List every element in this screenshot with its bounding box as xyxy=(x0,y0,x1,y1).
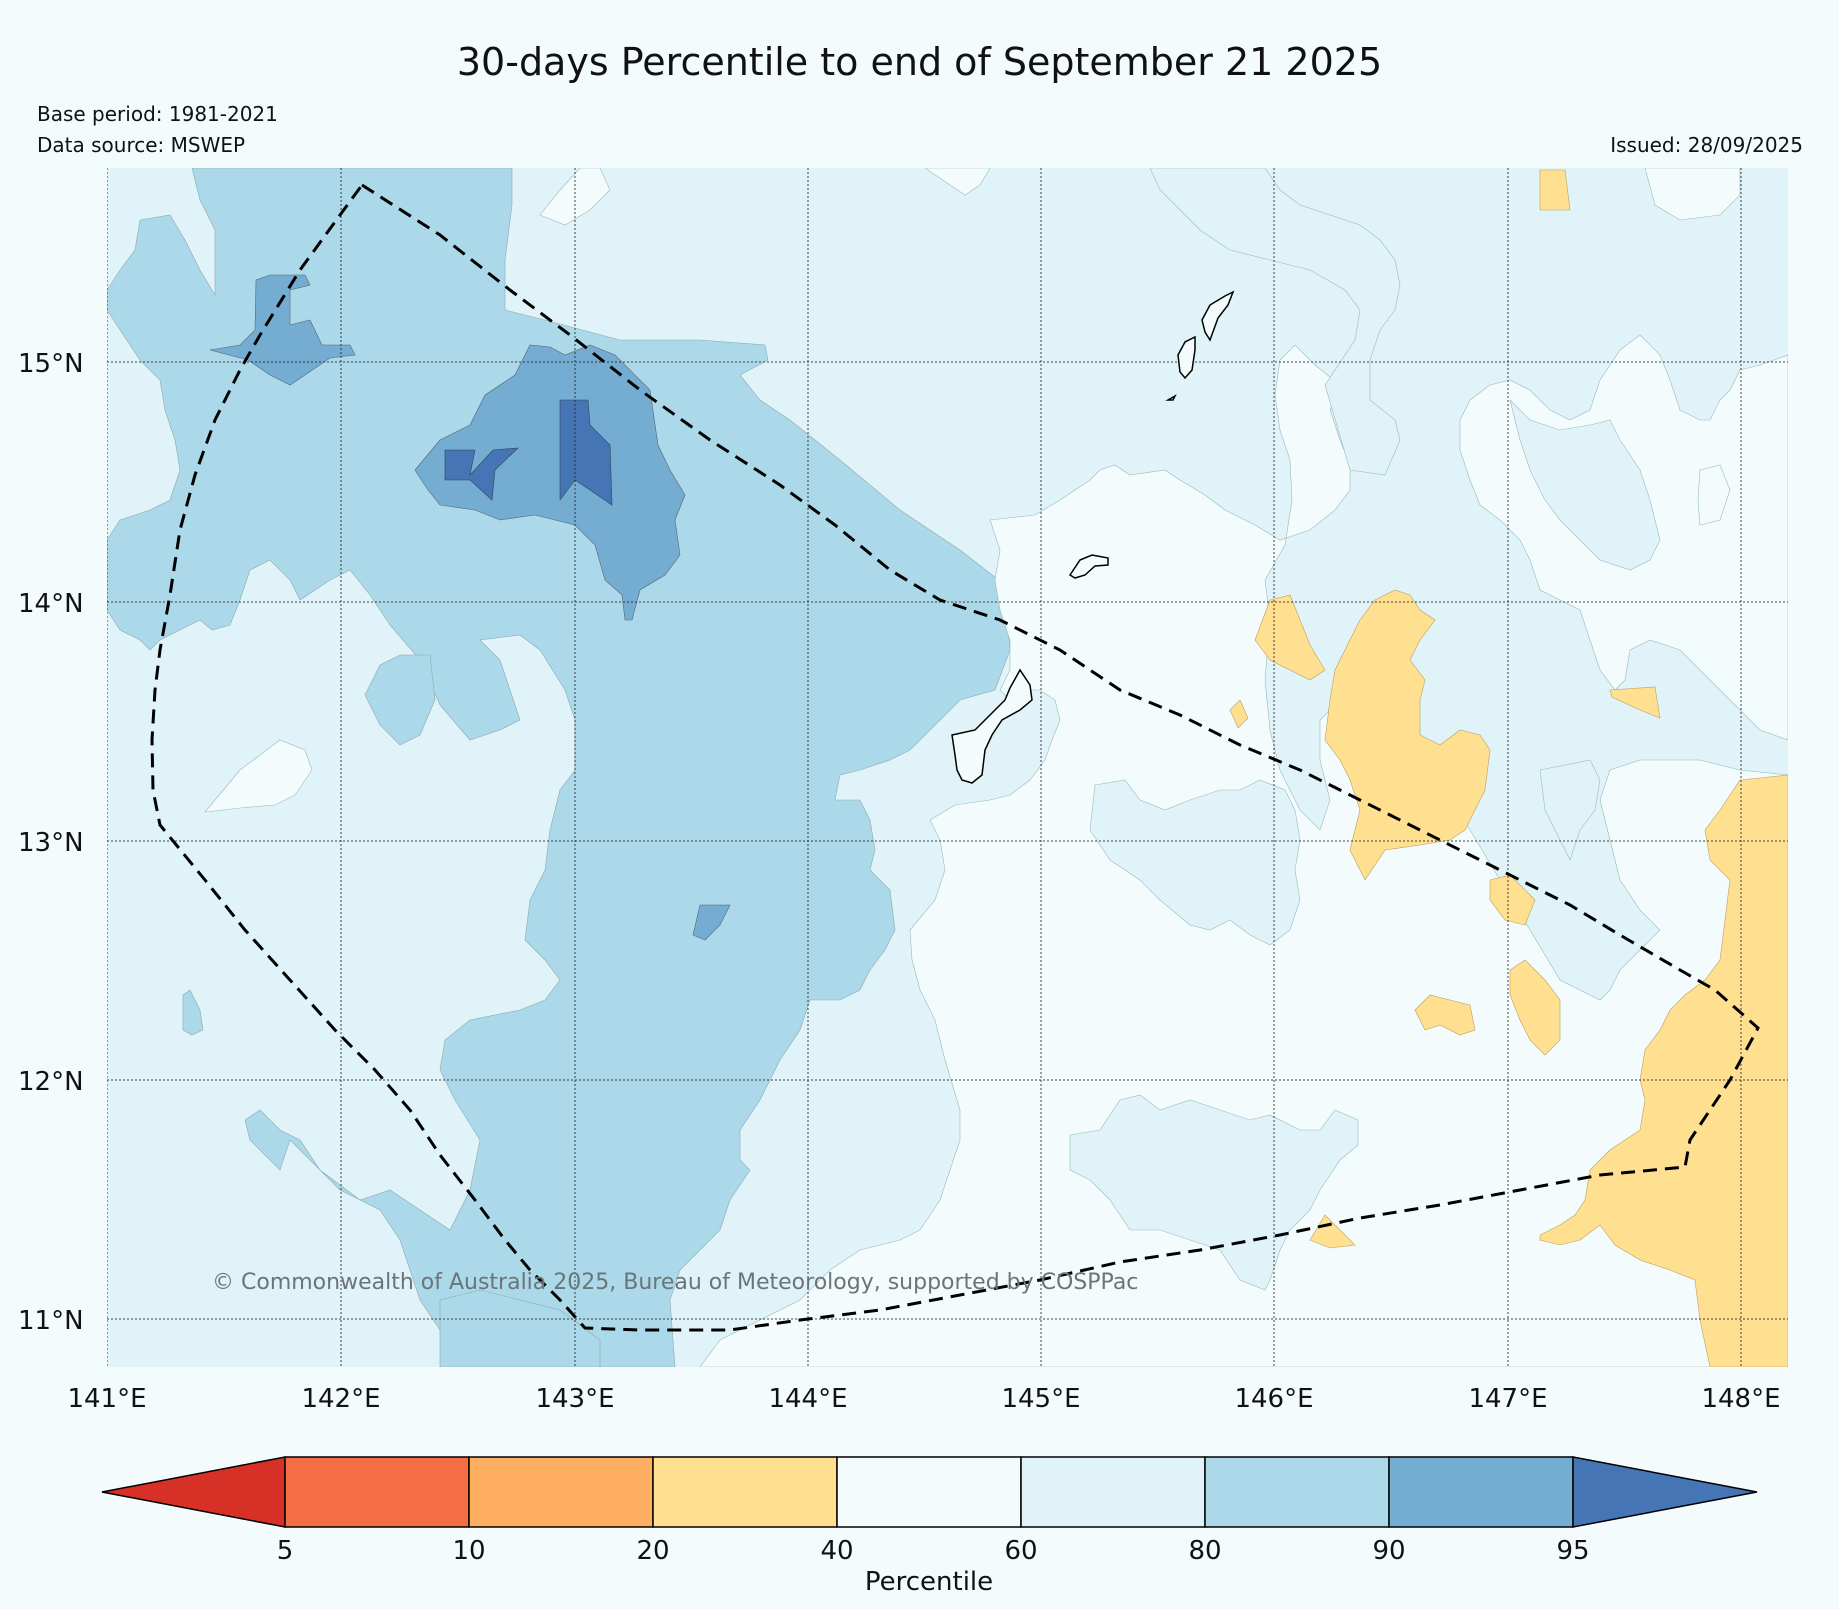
percentile-20-40-patch-nne xyxy=(1539,169,1571,211)
guam-island xyxy=(951,668,1033,784)
percentile-40-60-patch-ne-2 xyxy=(1509,399,1661,571)
colorbar-tick-10: 10 xyxy=(452,1536,485,1566)
lat-label-14n: 14°N xyxy=(18,589,84,619)
map-title: 30-days Percentile to end of September 2… xyxy=(456,40,1383,84)
percentile-80-90-patch-small xyxy=(364,654,436,746)
lat-label-15n: 15°N xyxy=(18,349,84,379)
percentile-20-40-patch-small-5 xyxy=(1309,1214,1356,1249)
lat-label-13n: 13°N xyxy=(18,828,84,858)
copyright-text: © Commonwealth of Australia 2025, Bureau… xyxy=(212,1270,1138,1295)
percentile-80-90-region-south xyxy=(439,1289,601,1367)
lon-label-147e: 147°E xyxy=(1468,1384,1547,1414)
colorbar-bin-5-10 xyxy=(284,1456,470,1528)
lon-label-141e: 141°E xyxy=(67,1384,146,1414)
percentile-20-40-patch-small-3 xyxy=(1414,994,1476,1036)
colorbar-tick-5: 5 xyxy=(277,1536,294,1566)
percentile-60-80-patch-east-upper xyxy=(1149,168,1401,476)
percentile-20-40-region-east xyxy=(1539,774,1788,1367)
colorbar-tick-60: 60 xyxy=(1004,1536,1037,1566)
percentile-60-80-patch-mid xyxy=(1089,779,1301,946)
percentile-20-40-patch-west-mid xyxy=(1254,594,1326,681)
colorbar-bin-20-40 xyxy=(652,1456,838,1528)
percentile-80-90-region-west xyxy=(107,168,1011,1367)
colorbar-bin-90-95 xyxy=(1388,1456,1574,1528)
percentile-map: © Commonwealth of Australia 2025, Bureau… xyxy=(107,168,1788,1367)
colorbar-bin-80-90 xyxy=(1204,1456,1390,1528)
colorbar-tick-40: 40 xyxy=(820,1536,853,1566)
percentile-60-80-patch-east xyxy=(1069,1094,1359,1291)
colorbar-tick-20: 20 xyxy=(636,1536,669,1566)
colorbar-bin-10-20 xyxy=(468,1456,654,1528)
rota-island xyxy=(1068,554,1109,579)
saipan-island xyxy=(1201,290,1235,342)
latitude-labels: 15°N 14°N 13°N 12°N 11°N xyxy=(18,349,84,1336)
colorbar-bin-60-80 xyxy=(1020,1456,1206,1528)
colorbar-bin-40-60 xyxy=(836,1456,1022,1528)
issued-date-text: Issued: 28/09/2025 xyxy=(1610,133,1803,157)
percentile-20-40-patch-small-2 xyxy=(1509,959,1561,1056)
aguijan-islet xyxy=(1165,394,1177,401)
percentile-40-60-patch-west xyxy=(204,739,313,813)
percentile-40-60-patch-hook xyxy=(1697,464,1731,526)
colorbar-tick-90: 90 xyxy=(1372,1536,1405,1566)
percentile-90-95-region-central xyxy=(414,344,686,621)
percentile-above-95-region xyxy=(444,399,613,506)
lat-label-12n: 12°N xyxy=(18,1067,84,1097)
lon-label-142e: 142°E xyxy=(301,1384,380,1414)
lon-label-145e: 145°E xyxy=(1001,1384,1080,1414)
colorbar: 5 10 20 40 60 80 90 95 Percentile xyxy=(101,1456,1758,1597)
percentile-20-40-patch-small-6 xyxy=(1609,686,1661,719)
lon-label-146e: 146°E xyxy=(1234,1384,1313,1414)
base-period-text: Base period: 1981-2021 xyxy=(37,102,278,126)
lon-label-148e: 148°E xyxy=(1701,1384,1780,1414)
tinian-island xyxy=(1177,335,1196,380)
colorbar-arrow-low xyxy=(101,1456,286,1528)
colorbar-tick-95: 95 xyxy=(1556,1536,1589,1566)
percentile-60-80-patch-ne xyxy=(1539,759,1601,861)
colorbar-label: Percentile xyxy=(865,1567,993,1597)
graticule xyxy=(107,168,1788,1367)
longitude-labels: 141°E 142°E 143°E 144°E 145°E 146°E 147°… xyxy=(67,1384,1780,1414)
colorbar-tick-80: 80 xyxy=(1188,1536,1221,1566)
data-source-text: Data source: MSWEP xyxy=(37,133,246,157)
percentile-90-95-patch-south xyxy=(692,904,731,941)
lat-label-11n: 11°N xyxy=(18,1306,84,1336)
lon-label-144e: 144°E xyxy=(768,1384,847,1414)
island-outlines xyxy=(951,290,1235,784)
colorbar-arrow-high xyxy=(1572,1456,1758,1528)
percentile-80-90-patch-tiny xyxy=(182,989,204,1036)
percentile-20-40-patch-small-4 xyxy=(1229,699,1249,729)
percentile-60-80-patch-nnw xyxy=(1644,168,1741,221)
percentile-40-60-patch-nne xyxy=(924,168,991,196)
lon-label-143e: 143°E xyxy=(535,1384,614,1414)
percentile-20-40-region-mid xyxy=(1324,589,1491,881)
